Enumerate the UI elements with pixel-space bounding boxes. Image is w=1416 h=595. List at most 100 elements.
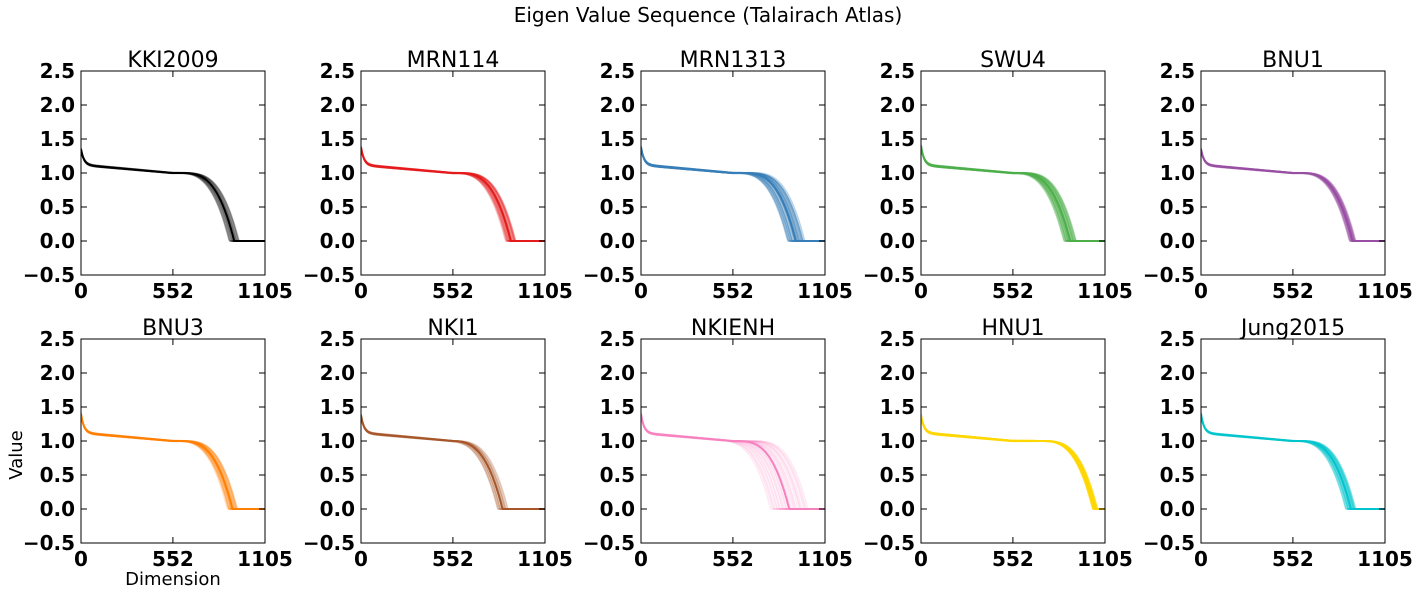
y-tick-label: 1.5 <box>1160 127 1195 151</box>
series-line <box>1201 149 1385 242</box>
series-line <box>1201 413 1385 510</box>
x-tick-label: 552 <box>992 279 1034 303</box>
y-tick-label: −0.5 <box>583 263 635 287</box>
series-line <box>1201 148 1385 242</box>
panel-title: NKI1 <box>427 316 478 341</box>
x-tick-label: 1105 <box>1357 279 1413 303</box>
panels-group: KKI2009−0.50.00.51.01.52.02.50 552 1105MRN… <box>23 48 1413 571</box>
x-tick-label: 0 <box>634 547 648 571</box>
series-line <box>1201 413 1385 510</box>
series-line <box>361 414 545 510</box>
y-tick-label: 0.5 <box>1160 463 1195 487</box>
series-line <box>81 413 265 510</box>
series-line <box>1201 149 1385 242</box>
series-line <box>921 145 1105 242</box>
series-line <box>81 148 265 242</box>
y-tick-label: 0.0 <box>880 497 915 521</box>
series-line <box>81 413 265 510</box>
series-line <box>361 146 545 242</box>
x-tick-label: 1105 <box>517 547 573 571</box>
series-line <box>921 146 1105 242</box>
series-line <box>81 149 265 242</box>
y-tick-label: 0.0 <box>600 229 635 253</box>
y-tick-label: 2.0 <box>1160 93 1195 117</box>
series-line <box>361 415 545 510</box>
x-tick-label: 552 <box>432 279 474 303</box>
series-main-line <box>1201 413 1385 510</box>
series-line <box>361 415 545 510</box>
series-line <box>921 145 1105 242</box>
series-line <box>361 148 545 242</box>
panel-nki1: NKI1 −0.5 0.0 0.5 1.0 1.5 2.0 2.5 0 552 1105 <box>303 316 573 571</box>
x-tick-label: 1105 <box>1077 547 1133 571</box>
y-tick-label: 0.5 <box>600 463 635 487</box>
y-tick-label: 0.5 <box>1160 195 1195 219</box>
series-main-line <box>361 147 545 242</box>
y-tick-label: 1.0 <box>1160 161 1195 185</box>
series-line <box>361 147 545 242</box>
y-tick-label: 1.5 <box>40 127 75 151</box>
series-line <box>361 146 545 242</box>
x-tick-label: 552 <box>712 279 754 303</box>
series-line <box>361 147 545 242</box>
y-tick-label: 0.5 <box>600 195 635 219</box>
x-tick-label: 1105 <box>237 547 293 571</box>
series-line <box>921 144 1105 242</box>
x-tick-label: 552 <box>992 547 1034 571</box>
series-line <box>921 415 1105 510</box>
series-line <box>81 148 265 242</box>
panel-bnu3: BNU3 −0.5 0.0 0.5 1.0 1.5 2.0 2.5 0 552 1105 <box>23 316 293 571</box>
x-tick-label: 1105 <box>1077 279 1133 303</box>
y-tick-label: 0.5 <box>880 195 915 219</box>
x-tick-label: 1105 <box>797 279 853 303</box>
series-group <box>81 412 265 510</box>
series-line <box>81 149 265 242</box>
y-tick-label: 2.5 <box>320 59 355 83</box>
x-tick-label: 552 <box>152 547 194 571</box>
series-line <box>81 412 265 510</box>
panel-title: NKIENH <box>691 316 775 341</box>
series-line <box>361 414 545 510</box>
y-tick-label: 1.5 <box>600 127 635 151</box>
series-line <box>81 148 265 242</box>
series-line <box>81 149 265 242</box>
series-line <box>1201 149 1385 242</box>
series-line <box>361 147 545 242</box>
series-line <box>1201 413 1385 510</box>
series-line <box>81 413 265 510</box>
y-tick-label: −0.5 <box>863 531 915 555</box>
y-tick-label: 1.5 <box>600 395 635 419</box>
panel-title: MRN1313 <box>680 48 787 73</box>
series-line <box>1201 148 1385 242</box>
series-line <box>81 148 265 242</box>
series-line <box>81 414 265 510</box>
series-line <box>81 412 265 510</box>
y-tick-label: −0.5 <box>1143 531 1195 555</box>
series-line <box>921 146 1105 242</box>
series-line <box>1201 149 1385 242</box>
series-line <box>81 413 265 510</box>
y-tick-label: 1.5 <box>880 395 915 419</box>
y-tick-label: 0.0 <box>40 497 75 521</box>
series-line <box>81 413 265 510</box>
series-line <box>1201 413 1385 510</box>
series-line <box>361 146 545 242</box>
series-line <box>361 147 545 242</box>
y-tick-label: 2.5 <box>600 327 635 351</box>
series-line <box>81 413 265 510</box>
series-main-line <box>81 148 265 242</box>
series-line <box>361 147 545 242</box>
y-tick-label: 0.0 <box>40 229 75 253</box>
series-line <box>361 146 545 242</box>
series-line <box>361 415 545 510</box>
series-line <box>921 144 1105 242</box>
x-tick-label: 1105 <box>1357 547 1413 571</box>
series-line <box>1201 149 1385 242</box>
series-line <box>361 414 545 510</box>
series-line <box>81 149 265 242</box>
series-line <box>81 412 265 510</box>
x-tick-label: 0 <box>1194 547 1208 571</box>
series-line <box>361 414 545 510</box>
series-line <box>921 146 1105 242</box>
series-line <box>81 414 265 510</box>
